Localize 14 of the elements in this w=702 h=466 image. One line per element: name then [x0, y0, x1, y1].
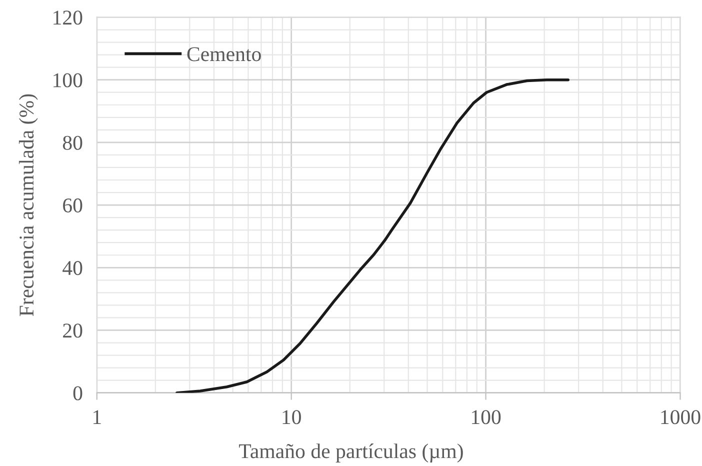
y-tick-label: 100 — [54, 73, 82, 88]
legend-label: Cemento — [187, 47, 261, 62]
x-tick-label: 10 — [282, 410, 301, 424]
y-axis-title: Frecuencia acumulada (%) — [18, 94, 38, 316]
x-tick-label: 100 — [472, 410, 501, 424]
x-axis-title: Tamaño de partículas (µm) — [239, 444, 463, 462]
x-tick-label: 1 — [94, 410, 101, 424]
y-tick-label: 0 — [73, 386, 82, 400]
y-tick-label: 40 — [62, 261, 82, 276]
y-tick-label: 80 — [62, 136, 82, 150]
x-tick-label: 1000 — [661, 410, 700, 424]
y-tick-label: 120 — [54, 10, 82, 25]
y-tick-label: 20 — [63, 324, 82, 338]
y-tick-label: 60 — [63, 198, 82, 212]
